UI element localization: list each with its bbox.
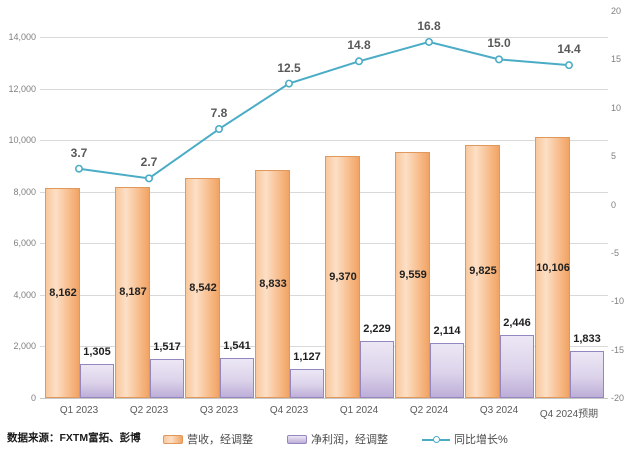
right-axis-tick: -15 xyxy=(611,344,625,355)
right-axis-tick: 10 xyxy=(611,102,622,113)
category-label: Q4 2023 xyxy=(269,405,309,416)
growth-line-marker xyxy=(215,125,224,134)
growth-data-label: 2.7 xyxy=(140,155,158,170)
profit-bar-value: 1,127 xyxy=(293,350,321,363)
profit-swatch-icon xyxy=(287,434,307,444)
revenue-bar-value: 8,542 xyxy=(189,281,217,294)
gridline xyxy=(40,191,608,193)
growth-line-marker xyxy=(145,174,154,183)
revenue-bar xyxy=(115,186,150,398)
profit-bar-value: 1,517 xyxy=(153,340,181,353)
growth-data-label: 14.8 xyxy=(347,38,371,53)
profit-bar-value: 2,446 xyxy=(503,316,531,329)
growth-data-label: 3.7 xyxy=(70,145,88,160)
revenue-bar xyxy=(45,187,80,398)
revenue-bar-value: 8,833 xyxy=(259,278,287,291)
right-axis-tick: -20 xyxy=(611,393,625,403)
legend: 营收，经调整 净利润，经调整 同比增长% xyxy=(163,431,508,447)
growth-line-marker xyxy=(424,37,433,46)
profit-bar-value: 2,229 xyxy=(363,322,391,335)
growth-line-marker xyxy=(564,61,573,70)
legend-label-growth: 同比增长% xyxy=(454,434,508,446)
growth-data-label: 12.5 xyxy=(277,60,301,75)
left-axis-tick: 8,000 xyxy=(13,186,36,197)
right-axis-tick: 0 xyxy=(611,199,617,210)
profit-bar xyxy=(430,343,464,398)
category-label: Q2 2023 xyxy=(129,405,169,416)
gridline xyxy=(40,294,608,296)
revenue-bar-value: 9,559 xyxy=(399,268,427,281)
profit-bar xyxy=(360,340,394,398)
growth-line-marker xyxy=(354,57,363,66)
right-axis-tick: 20 xyxy=(611,6,622,16)
data-source-note: 数据来源：FXTM富拓、彭博 xyxy=(7,432,141,444)
category-label: Q4 2024预期 xyxy=(539,409,599,420)
revenue-bar xyxy=(255,170,290,398)
profit-bar xyxy=(80,364,114,398)
left-axis-tick: 12,000 xyxy=(8,83,36,94)
growth-data-label: 15.0 xyxy=(487,36,511,51)
legend-item-revenue: 营收，经调整 xyxy=(163,431,253,447)
growth-data-label: 16.8 xyxy=(417,18,441,33)
legend-item-growth: 同比增长% xyxy=(422,431,508,447)
revenue-swatch-icon xyxy=(163,434,183,444)
gridline xyxy=(40,243,608,245)
category-label: Q1 2024 xyxy=(339,405,379,416)
revenue-bar-value: 10,106 xyxy=(536,261,570,274)
revenue-bar-value: 8,187 xyxy=(119,286,147,299)
profit-bar-value: 2,114 xyxy=(433,325,461,338)
growth-line-marker xyxy=(75,164,84,173)
gridline xyxy=(40,140,608,142)
revenue-bar xyxy=(185,177,220,398)
left-axis-tick: 6,000 xyxy=(13,238,36,249)
gridline xyxy=(40,398,608,399)
revenue-bar-value: 9,825 xyxy=(469,265,497,278)
gridline xyxy=(40,37,608,38)
right-axis-tick: 15 xyxy=(611,54,622,65)
profit-bar xyxy=(150,358,184,398)
profit-bar-value: 1,833 xyxy=(573,332,601,345)
left-axis-tick: 14,000 xyxy=(8,32,36,42)
growth-data-label: 14.4 xyxy=(557,42,581,57)
growth-data-label: 7.8 xyxy=(210,106,228,121)
category-label: Q3 2024 xyxy=(479,405,519,416)
right-axis-tick: -10 xyxy=(611,296,625,307)
revenue-bar xyxy=(535,137,570,398)
revenue-bar xyxy=(325,156,360,398)
left-axis-tick: 0 xyxy=(30,393,36,403)
profit-bar xyxy=(220,358,254,398)
profit-bar xyxy=(570,350,604,398)
left-axis-tick: 10,000 xyxy=(8,135,36,146)
right-axis-tick: -5 xyxy=(611,247,620,258)
gridline xyxy=(40,88,608,90)
category-label: Q1 2023 xyxy=(59,405,99,416)
profit-bar xyxy=(500,334,534,398)
gridline xyxy=(40,346,608,348)
profit-bar xyxy=(290,368,324,398)
revenue-bar-value: 8,162 xyxy=(49,286,77,299)
line-marker-swatch-icon xyxy=(422,435,450,444)
revenue-bar xyxy=(395,151,430,398)
growth-line-marker xyxy=(284,79,293,88)
profit-bar-value: 1,541 xyxy=(223,340,251,353)
left-axis-tick: 4,000 xyxy=(13,289,36,300)
legend-label-profit: 净利润，经调整 xyxy=(311,434,388,446)
profit-bar-value: 1,305 xyxy=(83,346,111,359)
legend-item-profit: 净利润，经调整 xyxy=(287,431,388,447)
category-label: Q2 2024 xyxy=(409,405,449,416)
growth-line-marker xyxy=(494,55,503,64)
left-axis-tick: 2,000 xyxy=(13,341,36,352)
right-axis-tick: 5 xyxy=(611,151,617,162)
legend-label-revenue: 营收，经调整 xyxy=(187,434,253,446)
revenue-bar-value: 9,370 xyxy=(329,271,357,284)
category-label: Q3 2023 xyxy=(199,405,239,416)
